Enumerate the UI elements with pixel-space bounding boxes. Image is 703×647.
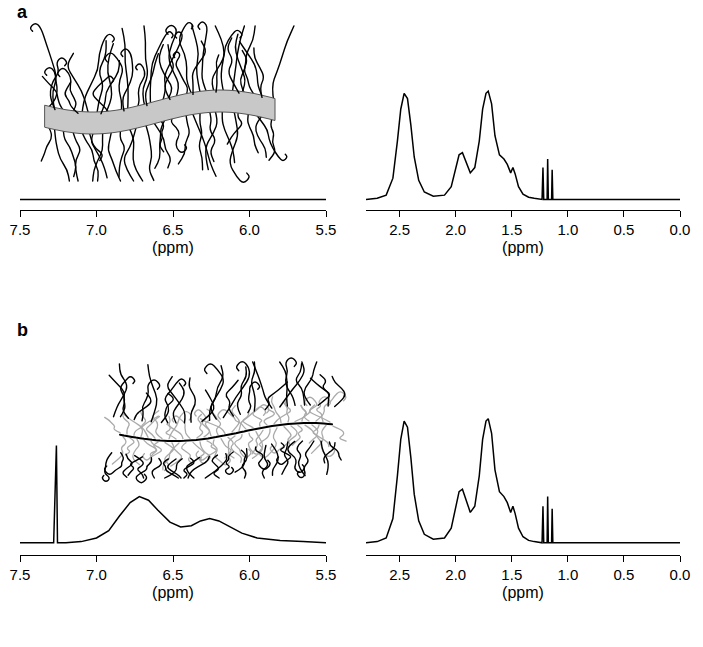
svg-text:2.5: 2.5 (389, 221, 410, 238)
svg-text:0.5: 0.5 (614, 221, 635, 238)
svg-text:b: b (17, 320, 28, 340)
svg-text:2.0: 2.0 (445, 566, 466, 583)
svg-text:(ppm): (ppm) (152, 584, 194, 601)
svg-text:(ppm): (ppm) (502, 239, 544, 256)
svg-text:0.0: 0.0 (670, 566, 691, 583)
svg-text:6.0: 6.0 (239, 221, 260, 238)
svg-text:0.0: 0.0 (670, 221, 691, 238)
svg-text:2.5: 2.5 (389, 566, 410, 583)
svg-text:(ppm): (ppm) (152, 239, 194, 256)
svg-text:7.0: 7.0 (86, 566, 107, 583)
svg-text:0.5: 0.5 (614, 566, 635, 583)
svg-text:1.5: 1.5 (501, 566, 522, 583)
svg-text:(ppm): (ppm) (502, 584, 544, 601)
svg-text:7.5: 7.5 (10, 221, 31, 238)
svg-text:6.5: 6.5 (163, 566, 184, 583)
svg-text:7.0: 7.0 (86, 221, 107, 238)
svg-text:5.5: 5.5 (316, 221, 337, 238)
svg-text:1.5: 1.5 (501, 221, 522, 238)
svg-text:a: a (17, 2, 28, 22)
svg-text:6.5: 6.5 (163, 221, 184, 238)
svg-text:5.5: 5.5 (316, 566, 337, 583)
svg-text:2.0: 2.0 (445, 221, 466, 238)
svg-text:1.0: 1.0 (557, 221, 578, 238)
svg-text:1.0: 1.0 (557, 566, 578, 583)
svg-text:7.5: 7.5 (10, 566, 31, 583)
svg-text:6.0: 6.0 (239, 566, 260, 583)
